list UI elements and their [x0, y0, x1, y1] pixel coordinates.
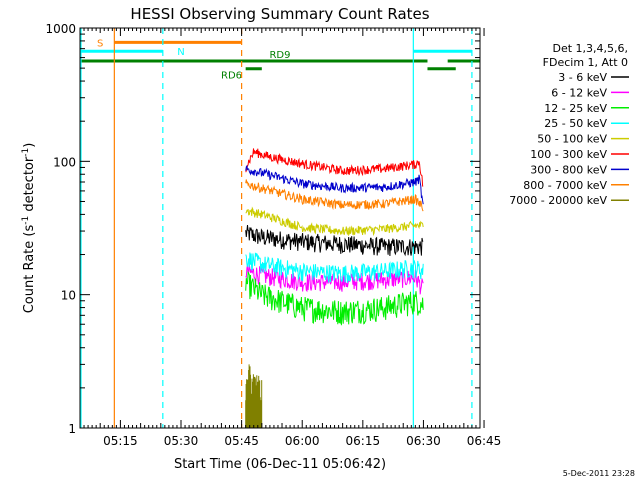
x-tick-label: 06:00 [285, 434, 320, 448]
attenuator-flag-bars: S N RD9 RD6 [80, 38, 480, 82]
series-line-7 [245, 179, 424, 212]
legend-label: 800 - 7000 keV [523, 179, 607, 192]
series-line-5 [245, 148, 424, 187]
series-line-1 [245, 263, 424, 295]
flag-label: RD9 [269, 50, 290, 61]
x-tick-label: 05:45 [224, 434, 259, 448]
y-tick-label: 10 [61, 289, 76, 303]
legend-label: 6 - 12 keV [551, 86, 607, 99]
series-line-3 [245, 252, 424, 283]
x-axis-ticks: 05:15 05:30 05:45 06:00 06:15 06:30 06:45 [83, 28, 502, 448]
plot-frame [79, 27, 481, 429]
series-line-4 [245, 206, 424, 237]
legend-label: 25 - 50 keV [544, 117, 607, 130]
event-marker-lines [80, 28, 473, 428]
x-tick-label: 05:15 [103, 434, 138, 448]
y-tick-label: 1 [68, 422, 76, 436]
y-tick-label: 1000 [45, 22, 76, 36]
series-line-0 [245, 224, 424, 257]
legend-label: 12 - 25 keV [544, 102, 607, 115]
legend-label: 3 - 6 keV [558, 71, 607, 84]
series-line-2 [245, 270, 424, 326]
y-axis-ticks: 1 10 100 1000 [45, 22, 480, 436]
legend: 3 - 6 keV 6 - 12 keV 12 - 25 keV 25 - 50 ke… [509, 71, 629, 207]
y-axis-label: Count Rate (s-1 detector-1) [21, 143, 37, 314]
legend-header-1: Det 1,3,4,5,6, [552, 42, 628, 55]
flag-label: S [97, 38, 103, 49]
legend-label: 50 - 100 keV [537, 133, 607, 146]
legend-label: 7000 - 20000 keV [509, 194, 607, 207]
date-stamp: 5-Dec-2011 23:28 [563, 469, 635, 478]
series-line-6 [245, 164, 424, 205]
legend-label: 100 - 300 keV [530, 148, 607, 161]
y-tick-label: 100 [53, 155, 76, 169]
x-axis-label: Start Time (06-Dec-11 05:06:42) [174, 457, 386, 472]
chart-title: HESSI Observing Summary Count Rates [130, 5, 429, 23]
flag-label: N [177, 47, 184, 58]
series-line-8 [245, 364, 263, 428]
legend-label: 300 - 800 keV [530, 163, 607, 176]
series-lines [245, 148, 424, 428]
flag-label: RD6 [221, 71, 242, 82]
x-tick-label: 06:30 [406, 434, 441, 448]
x-tick-label: 06:45 [467, 434, 502, 448]
x-tick-label: 05:30 [164, 434, 199, 448]
x-tick-label: 06:15 [346, 434, 381, 448]
legend-header-2: FDecim 1, Att 0 [543, 56, 628, 69]
